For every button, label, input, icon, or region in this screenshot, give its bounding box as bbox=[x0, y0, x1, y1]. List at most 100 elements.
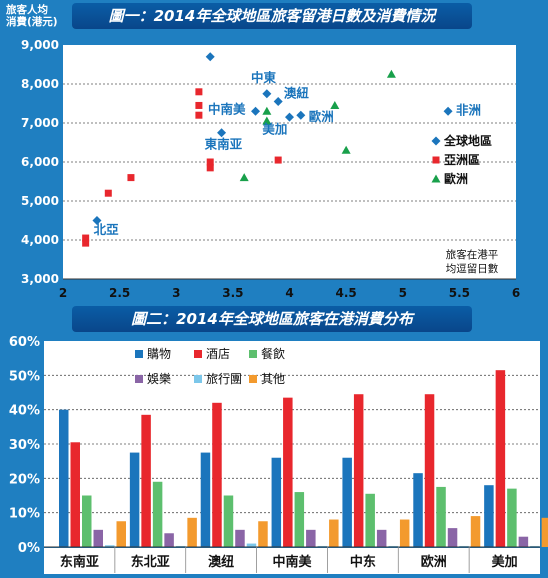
y-tick-label: 40% bbox=[9, 404, 40, 419]
y-tick-label: 10% bbox=[9, 507, 40, 522]
bar bbox=[152, 481, 163, 547]
y-tick-label: 60% bbox=[9, 335, 40, 350]
bar bbox=[70, 442, 80, 547]
marker-square bbox=[206, 158, 214, 166]
chart1-ylabel-line1: 旅客人均 bbox=[6, 4, 48, 16]
bar bbox=[283, 397, 293, 547]
marker-diamond bbox=[251, 106, 261, 116]
x-tick-label: 5 bbox=[399, 286, 407, 300]
marker-square bbox=[104, 189, 112, 197]
bar bbox=[541, 517, 548, 547]
bar bbox=[484, 485, 494, 547]
y-tick-label: 30% bbox=[9, 438, 40, 453]
y-tick-label: 6,000 bbox=[21, 155, 59, 169]
y-tick-label: 8,000 bbox=[21, 77, 59, 91]
x-axis-label-line2: 均逗留日數 bbox=[446, 262, 499, 275]
bar bbox=[530, 545, 540, 547]
bar bbox=[175, 545, 186, 547]
legend-label: 其他 bbox=[261, 372, 285, 386]
chart1-ylabel-line2: 消費(港元) bbox=[6, 16, 58, 28]
chart1-title: 圖一：2014年全球地區旅客留港日數及消費情況 bbox=[72, 3, 472, 29]
marker-diamond bbox=[205, 52, 215, 62]
bar bbox=[212, 402, 222, 547]
bar bbox=[271, 457, 282, 547]
bar bbox=[424, 394, 435, 547]
legend-label: 酒店 bbox=[206, 347, 230, 361]
bar bbox=[353, 394, 364, 547]
bar bbox=[329, 519, 339, 547]
bar bbox=[399, 519, 410, 547]
legend-swatch bbox=[249, 350, 257, 358]
point-annotation: 歐洲 bbox=[309, 109, 334, 124]
x-tick-label: 4.5 bbox=[335, 286, 356, 300]
x-axis-label-line1: 旅客在港平 bbox=[446, 248, 499, 261]
y-tick-label: 3,000 bbox=[21, 272, 59, 286]
marker-triangle bbox=[431, 174, 441, 183]
bar bbox=[365, 493, 375, 547]
x-tick-label: 2.5 bbox=[109, 286, 130, 300]
bar bbox=[223, 495, 234, 547]
marker-triangle bbox=[386, 69, 396, 78]
bar bbox=[141, 414, 151, 547]
bar bbox=[235, 529, 245, 547]
y-tick-label: 50% bbox=[9, 369, 40, 384]
marker-square bbox=[127, 174, 135, 182]
y-tick-label: 5,000 bbox=[21, 194, 59, 208]
category-label: 东北亚 bbox=[131, 554, 170, 570]
y-tick-label: 4,000 bbox=[21, 233, 59, 247]
bar bbox=[436, 486, 446, 547]
chart2-title: 圖二：2014年全球地區旅客在港消費分布 bbox=[72, 306, 472, 332]
x-tick-label: 4 bbox=[285, 286, 293, 300]
bar bbox=[470, 516, 481, 547]
bar bbox=[495, 370, 506, 547]
y-tick-label: 9,000 bbox=[21, 38, 59, 52]
x-tick-label: 3 bbox=[172, 286, 180, 300]
point-annotation: 非洲 bbox=[456, 102, 481, 117]
marker-diamond bbox=[217, 128, 227, 138]
marker-diamond bbox=[92, 216, 102, 225]
legend-swatch bbox=[249, 375, 257, 383]
point-annotation: 北亞 bbox=[94, 222, 120, 237]
chart1-ylabel: 旅客人均 消費(港元) bbox=[6, 4, 58, 28]
legend-label: 亞洲區 bbox=[444, 153, 480, 167]
bar bbox=[246, 543, 257, 547]
bar bbox=[518, 536, 529, 547]
marker-diamond bbox=[431, 136, 441, 146]
marker-diamond bbox=[443, 106, 453, 116]
marker-square bbox=[432, 156, 440, 164]
bar bbox=[105, 545, 115, 547]
marker-triangle bbox=[239, 173, 249, 182]
legend-label: 餐飲 bbox=[261, 346, 285, 361]
bar bbox=[413, 473, 423, 547]
marker-diamond bbox=[296, 110, 306, 120]
marker-square bbox=[274, 156, 282, 164]
bar bbox=[164, 533, 174, 547]
y-tick-label: 0% bbox=[18, 541, 40, 556]
legend-label: 歐洲 bbox=[444, 171, 468, 186]
legend-label: 旅行團 bbox=[206, 372, 242, 386]
marker-square bbox=[195, 88, 203, 96]
bar bbox=[59, 409, 69, 547]
bar bbox=[258, 521, 268, 547]
bar bbox=[447, 528, 458, 547]
x-tick-label: 5.5 bbox=[449, 286, 470, 300]
marker-diamond bbox=[285, 112, 294, 122]
legend-swatch bbox=[135, 350, 143, 358]
category-label: 欧洲 bbox=[421, 554, 447, 570]
marker-triangle bbox=[341, 145, 351, 154]
scatter-chart: 3,000 4,000 5,000 6,000 7,000 8,000 9,000 2 2.5 3… bbox=[21, 38, 520, 300]
bar bbox=[93, 529, 103, 547]
legend-label: 購物 bbox=[147, 347, 171, 361]
bar bbox=[129, 452, 140, 547]
bar bbox=[294, 492, 305, 547]
y-tick-label: 20% bbox=[9, 472, 40, 487]
bar bbox=[507, 488, 517, 547]
bar bbox=[317, 545, 328, 547]
x-tick-label: 3.5 bbox=[222, 286, 243, 300]
legend-swatch bbox=[194, 375, 202, 383]
y-tick-label: 7,000 bbox=[21, 116, 59, 130]
bar bbox=[116, 521, 126, 547]
bar-chart: 0% 10% 20% 30% 40% 50% 60% 东南亚 东北亚 澳纽 中南美 中东 欧洲 美加 購物 酒… bbox=[9, 335, 548, 574]
point-annotation: 東南亚 bbox=[205, 136, 243, 151]
